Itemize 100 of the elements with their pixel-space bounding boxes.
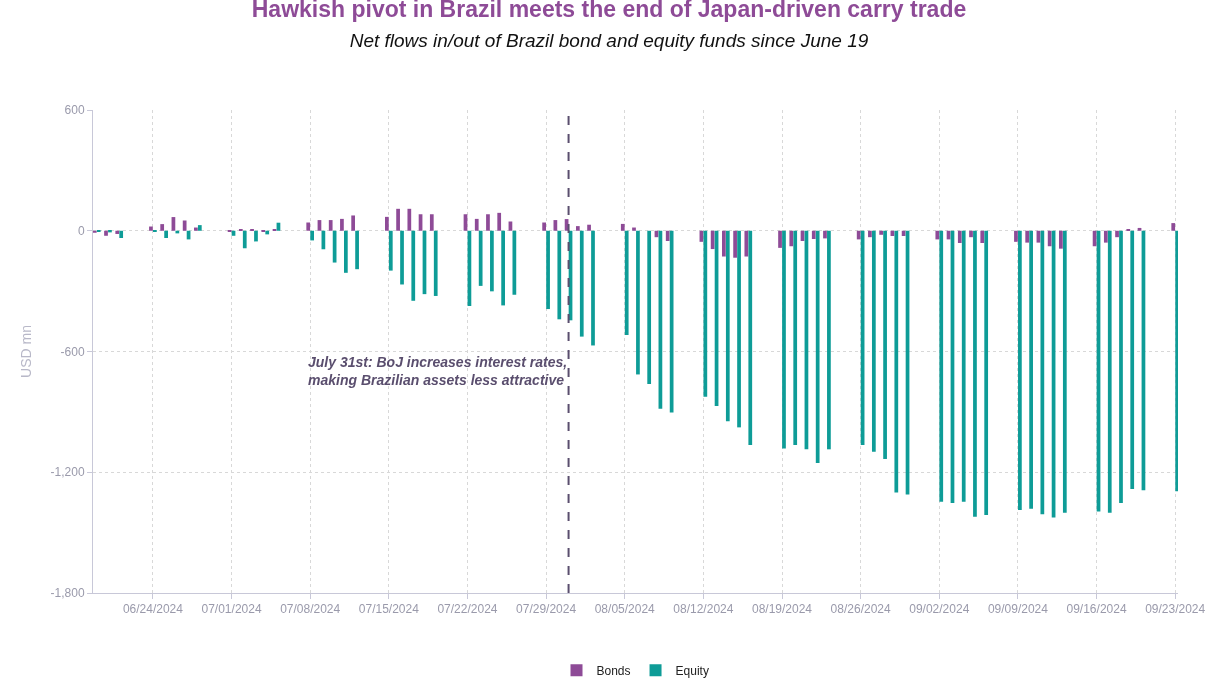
bar	[557, 230, 562, 320]
bar	[542, 222, 546, 231]
x-tick-label: 06/24/2024	[122, 602, 184, 617]
bar	[883, 230, 887, 459]
x-tick-label: 07/29/2024	[516, 602, 577, 617]
bar	[591, 230, 595, 346]
x-tick-label: 09/09/2024	[987, 602, 1049, 617]
bar	[980, 230, 985, 244]
chart-title: Hawkish pivot in Brazil meets the end of Japan-driven carry trade	[251, 0, 967, 23]
bar	[748, 230, 753, 445]
bar	[894, 230, 899, 493]
bar	[490, 230, 494, 292]
bar	[722, 230, 726, 257]
bar	[388, 230, 393, 271]
bar	[119, 230, 124, 238]
bar	[624, 230, 629, 335]
bar	[793, 230, 798, 445]
bar	[579, 230, 584, 337]
bar	[1025, 230, 1030, 243]
bar	[182, 220, 187, 231]
chart-subtitle: Net flows in/out of Brazil bond and equity funds since June 19	[349, 30, 869, 52]
bar	[789, 230, 794, 247]
y-tick-label: 0	[77, 223, 85, 238]
x-tick-label: 08/26/2024	[830, 602, 891, 617]
bar	[474, 218, 479, 231]
bar	[1014, 230, 1018, 242]
bar	[647, 230, 652, 384]
bar	[197, 225, 202, 231]
bar	[710, 230, 715, 250]
bar	[782, 230, 786, 449]
bar	[733, 230, 737, 258]
bar	[351, 215, 356, 231]
bar	[725, 230, 730, 422]
bar	[665, 230, 670, 242]
bar	[961, 230, 966, 502]
x-tick-label: 08/12/2024	[673, 602, 734, 617]
bar	[1062, 230, 1067, 513]
bar	[343, 230, 348, 273]
bar	[1171, 223, 1176, 231]
bar	[396, 208, 400, 231]
x-tick-label: 09/16/2024	[1066, 602, 1127, 617]
legend-label: Bonds	[596, 663, 631, 678]
x-tick-label: 08/19/2024	[751, 602, 813, 617]
bar	[984, 230, 989, 516]
y-tick-label: -600	[60, 344, 85, 359]
bar	[871, 230, 876, 452]
bar	[512, 230, 517, 295]
bar	[546, 230, 550, 310]
bar	[636, 230, 640, 375]
x-tick-label: 07/01/2024	[201, 602, 262, 617]
x-tick-label: 09/02/2024	[909, 602, 970, 617]
bar	[93, 230, 97, 233]
bar	[879, 230, 884, 235]
bar	[1029, 230, 1033, 509]
bar	[1119, 230, 1123, 504]
bar	[827, 230, 831, 450]
bar	[384, 216, 389, 231]
bar	[1047, 230, 1052, 247]
bar	[935, 230, 940, 240]
bar	[1103, 230, 1108, 243]
bar	[340, 218, 344, 231]
y-axis-title: USD mn	[18, 325, 35, 378]
bar	[478, 230, 483, 286]
bar	[632, 227, 636, 231]
bar	[306, 222, 311, 231]
bar	[1059, 230, 1063, 249]
bar	[856, 230, 861, 240]
x-tick-label: 07/08/2024	[280, 602, 341, 617]
legend-label: Equity	[675, 663, 709, 678]
bar	[1115, 230, 1119, 238]
bar	[310, 230, 315, 241]
bar	[744, 230, 749, 257]
bar	[587, 224, 591, 231]
bar	[815, 230, 820, 463]
bar	[407, 208, 412, 231]
bar	[737, 230, 741, 428]
bar	[703, 230, 708, 397]
y-tick-label: -1,800	[50, 586, 85, 601]
bar	[433, 230, 438, 296]
bar	[501, 230, 505, 306]
bar	[811, 230, 816, 239]
bar	[868, 230, 872, 238]
y-tick-label: -1,200	[50, 465, 85, 480]
bar	[160, 224, 165, 231]
bar	[149, 226, 153, 231]
bar	[575, 226, 580, 231]
bar	[1018, 230, 1022, 510]
bar	[957, 230, 962, 244]
bar	[620, 223, 625, 231]
bar	[429, 214, 434, 231]
bar	[497, 212, 502, 231]
x-tick-label: 07/22/2024	[437, 602, 498, 617]
bar	[973, 230, 977, 517]
bar	[104, 230, 108, 236]
bar	[411, 230, 416, 301]
bar	[254, 230, 258, 242]
x-tick-label: 09/23/2024	[1145, 602, 1206, 617]
bar	[1107, 230, 1112, 513]
bar	[969, 230, 973, 238]
bar	[164, 230, 168, 238]
